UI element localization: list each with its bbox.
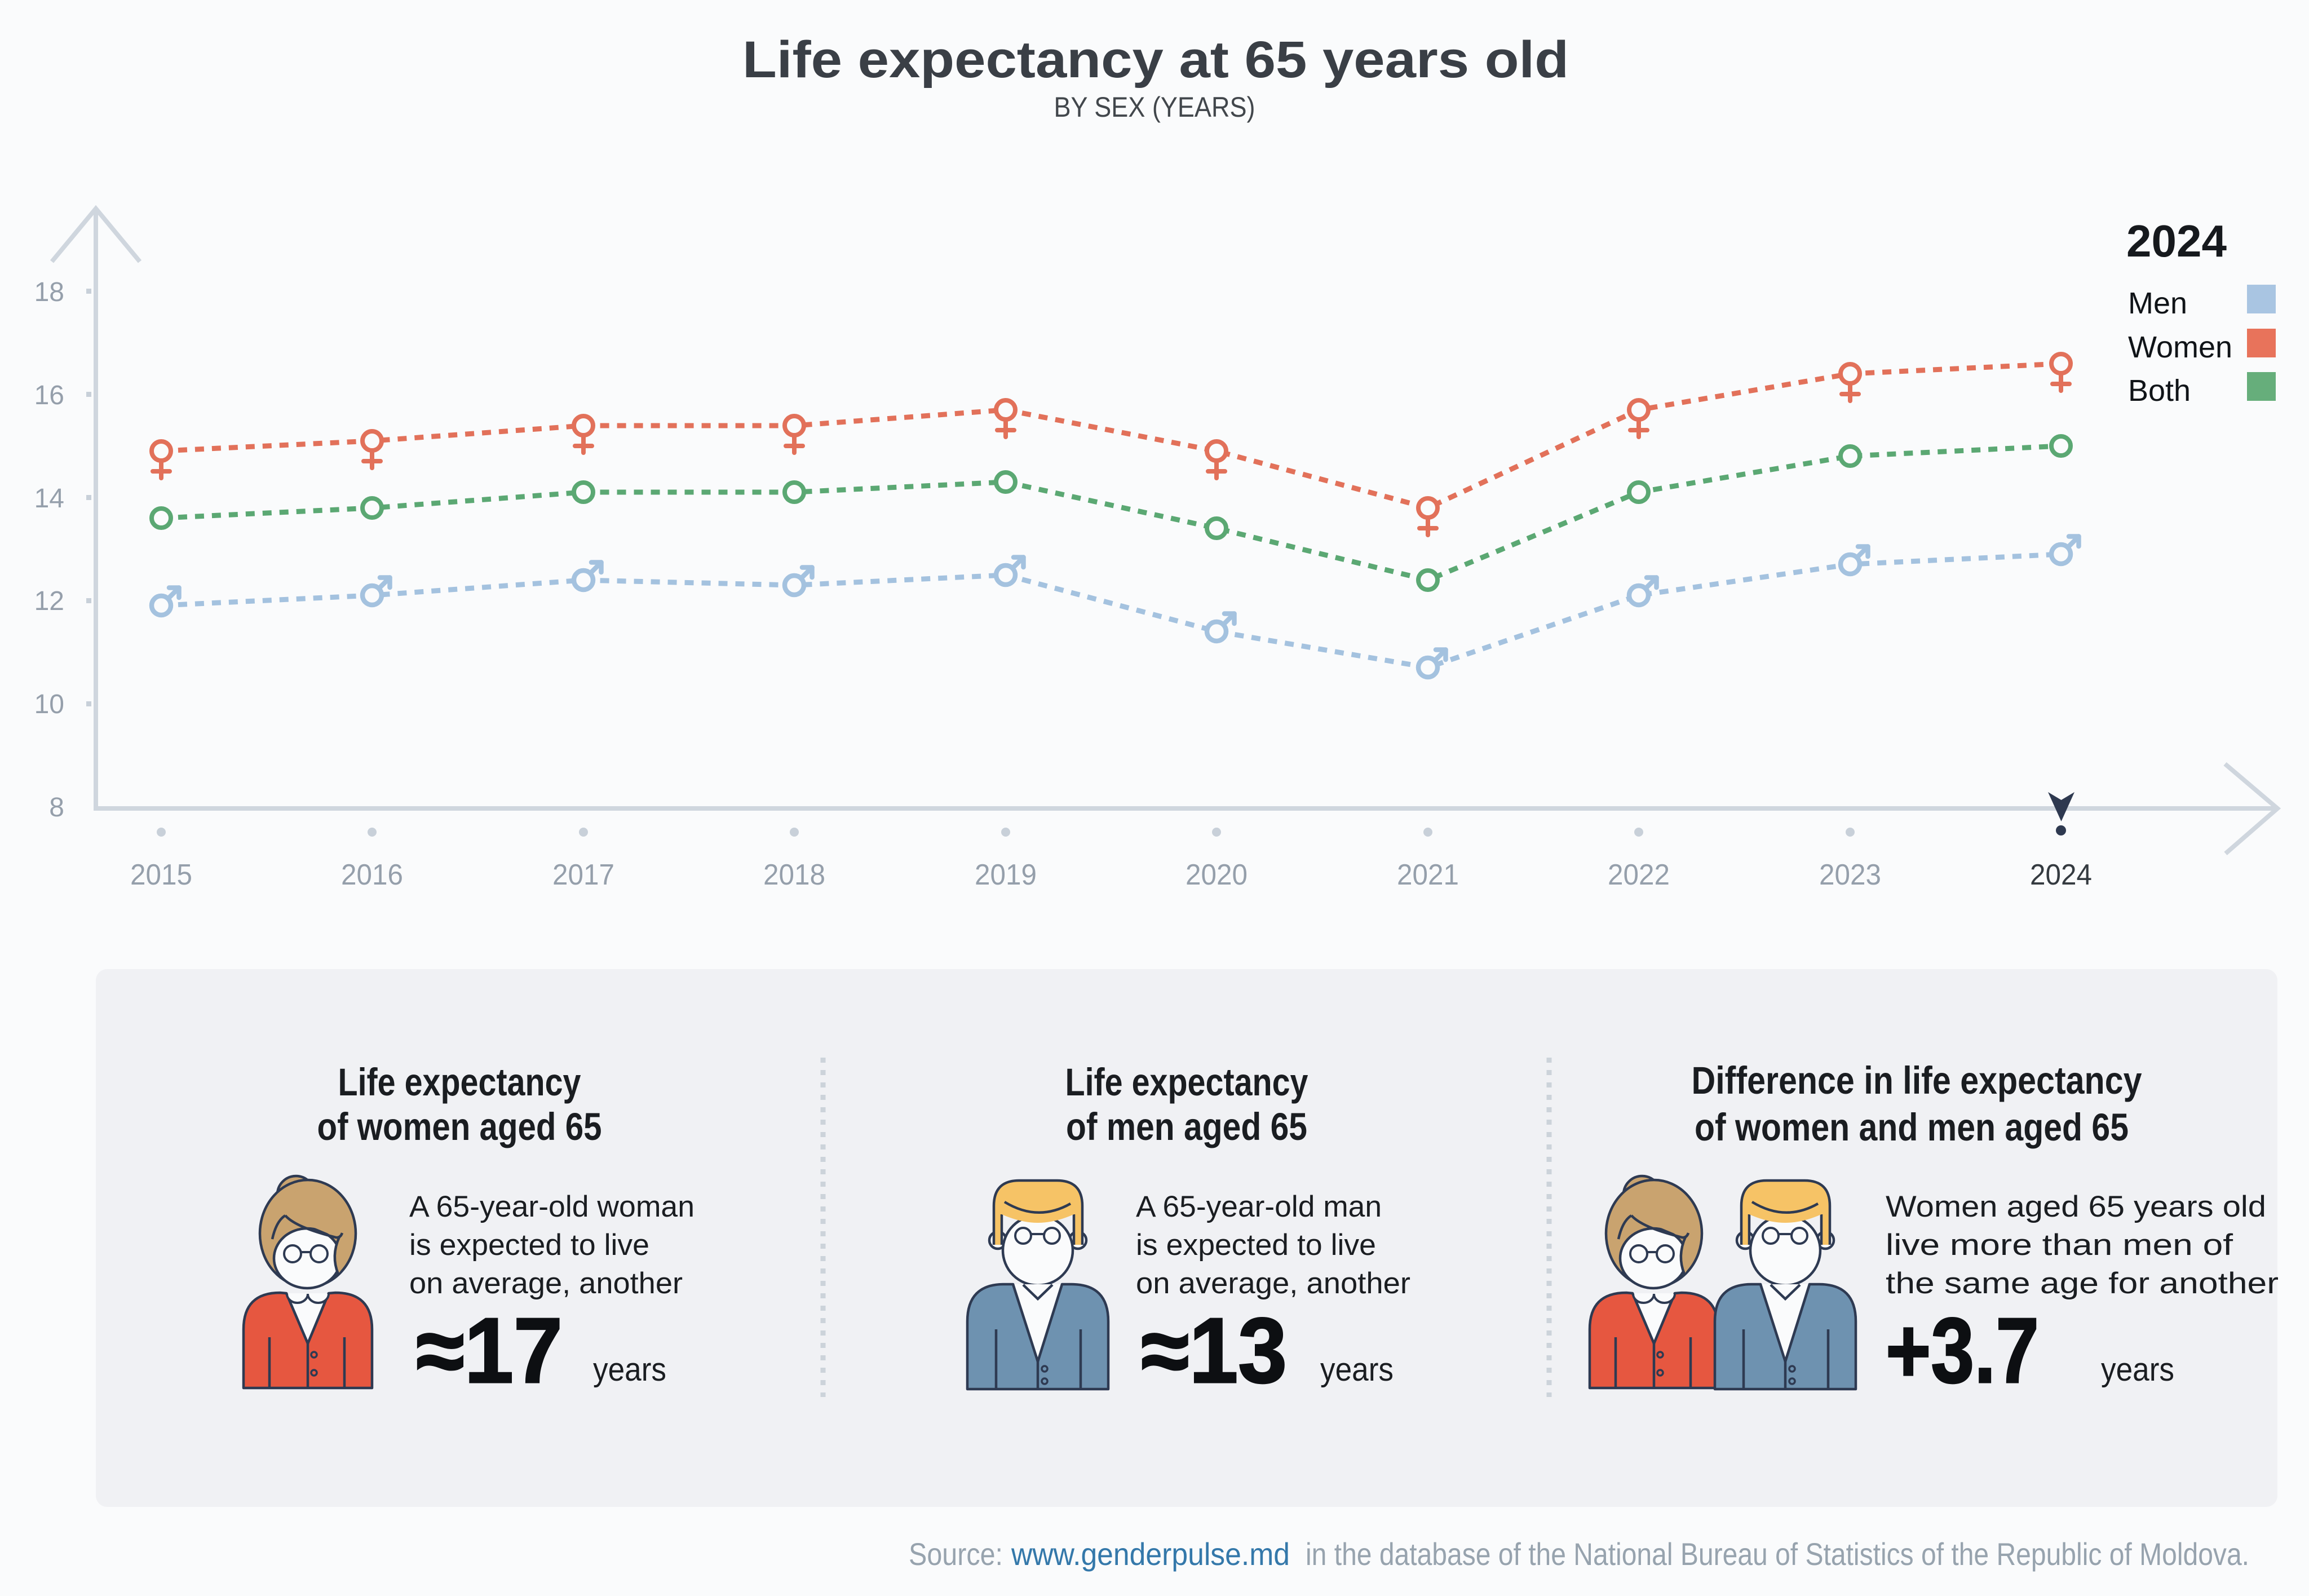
svg-text:of women and men aged 65: of women and men aged 65 xyxy=(1695,1106,2129,1149)
svg-text:14: 14 xyxy=(34,484,64,514)
svg-text:of men aged 65: of men aged 65 xyxy=(1066,1105,1307,1148)
svg-text:years: years xyxy=(593,1351,666,1388)
svg-text:2024: 2024 xyxy=(2030,859,2092,891)
svg-text:2024: 2024 xyxy=(2126,216,2227,266)
svg-text:BY SEX (YEARS): BY SEX (YEARS) xyxy=(1054,91,1255,123)
svg-text:10: 10 xyxy=(34,689,64,719)
svg-text:2019: 2019 xyxy=(975,859,1037,891)
svg-text:16: 16 xyxy=(34,381,64,410)
svg-text:years: years xyxy=(1320,1351,1394,1388)
svg-text:2016: 2016 xyxy=(341,859,403,891)
svg-text:2023: 2023 xyxy=(1819,859,1881,891)
svg-text:A 65-year-old man: A 65-year-old man xyxy=(1136,1190,1382,1223)
svg-text:Life expectancy: Life expectancy xyxy=(338,1060,581,1104)
svg-text:on average, another: on average, another xyxy=(409,1267,683,1300)
svg-text:A 65-year-old woman: A 65-year-old woman xyxy=(409,1190,695,1223)
svg-text:on average, another: on average, another xyxy=(1136,1267,1410,1300)
svg-text:the same age for another: the same age for another xyxy=(1886,1267,2279,1300)
svg-text:Men: Men xyxy=(2128,286,2187,320)
svg-text:Women: Women xyxy=(2128,330,2232,364)
svg-text:≈13: ≈13 xyxy=(1141,1299,1287,1402)
svg-text:8: 8 xyxy=(49,793,64,823)
svg-text:Difference in life expectancy: Difference in life expectancy xyxy=(1692,1059,2142,1102)
svg-text:is expected to live: is expected to live xyxy=(409,1228,649,1262)
svg-text:2018: 2018 xyxy=(763,859,825,891)
svg-text:2015: 2015 xyxy=(130,859,192,891)
svg-text:of women aged 65: of women aged 65 xyxy=(317,1105,602,1148)
svg-text:Life expectancy at 65 years ol: Life expectancy at 65 years old xyxy=(742,31,1569,89)
svg-text:2022: 2022 xyxy=(1608,859,1670,891)
svg-text:Women aged 65 years old: Women aged 65 years old xyxy=(1886,1190,2266,1223)
svg-text:Life expectancy: Life expectancy xyxy=(1065,1060,1308,1104)
svg-text:Both: Both xyxy=(2128,374,2191,408)
svg-text:2017: 2017 xyxy=(552,859,614,891)
svg-text:www.genderpulse.md: www.genderpulse.md xyxy=(1011,1536,1290,1572)
svg-text:years: years xyxy=(2101,1351,2174,1388)
svg-text:2020: 2020 xyxy=(1186,859,1248,891)
svg-text:2021: 2021 xyxy=(1397,859,1459,891)
svg-text:≈17: ≈17 xyxy=(416,1299,563,1402)
svg-text:in the database of the Nationa: in the database of the National Bureau o… xyxy=(1306,1536,2249,1572)
svg-text:18: 18 xyxy=(34,277,64,307)
svg-text:+3.7: +3.7 xyxy=(1886,1299,2039,1402)
svg-text:12: 12 xyxy=(34,586,64,616)
svg-text:Source:: Source: xyxy=(909,1536,1003,1572)
svg-text:is expected to live: is expected to live xyxy=(1136,1228,1376,1262)
svg-text:live more than men of: live more than men of xyxy=(1886,1228,2233,1262)
